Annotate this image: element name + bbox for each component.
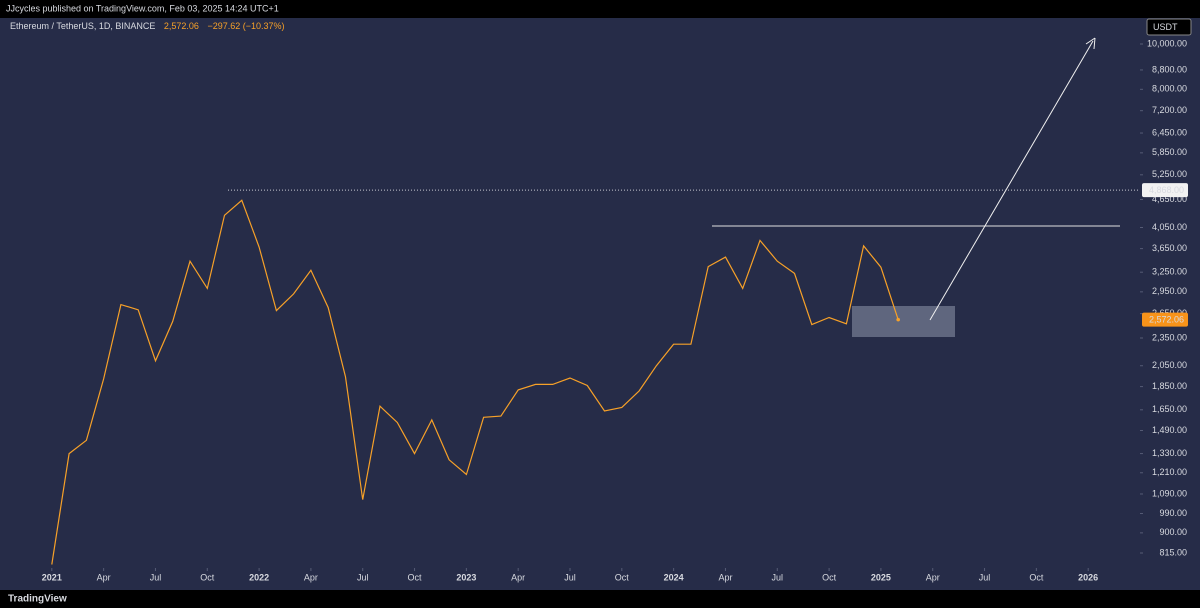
y-tick-label: 7,200.00 [1152,105,1187,115]
y-tick-label: 5,250.00 [1152,169,1187,179]
x-tick-label: Apr [97,572,111,582]
legend-symbol: Ethereum / TetherUS, 1D, BINANCE [10,21,155,31]
y-tick-label: 1,850.00 [1152,381,1187,391]
x-tick-label: Jul [357,572,369,582]
x-tick-label: Oct [200,572,215,582]
currency-box[interactable] [1146,18,1192,36]
y-tick-label: 2,350.00 [1152,332,1187,342]
arrow-head [1085,37,1096,50]
x-tick-label: 2022 [249,572,269,582]
y-tick-label: 900.00 [1159,527,1187,537]
y-tick-label: 3,650.00 [1152,243,1187,253]
y-tick-label: 5,850.00 [1152,147,1187,157]
legend-price: 2,572.06 [164,21,199,31]
x-tick-label: Oct [615,572,630,582]
x-tick-label: Jul [772,572,784,582]
projection-arrow [929,40,1094,321]
y-tick-label: 1,330.00 [1152,448,1187,458]
y-tick-label: 2,050.00 [1152,360,1187,370]
x-tick-label: Jul [150,572,162,582]
y-tick-label: 815.00 [1159,547,1187,557]
ath-label: 4,868.00 [1149,185,1184,195]
y-tick-label: 1,090.00 [1152,488,1187,498]
x-tick-label: 2024 [664,572,684,582]
x-tick-label: Oct [822,572,837,582]
legend: Ethereum / TetherUS, 1D, BINANCE 2,572.0… [10,21,285,31]
y-tick-label: 8,800.00 [1152,64,1187,74]
x-tick-label: 2023 [456,572,476,582]
y-tick-label: 10,000.00 [1147,38,1187,48]
last-point [896,317,900,322]
price-tag [1142,312,1188,327]
y-tick-label: 1,490.00 [1152,425,1187,435]
y-tick-label: 3,250.00 [1152,267,1187,277]
y-tick-label: 4,050.00 [1152,222,1187,232]
x-tick-label: Apr [718,572,732,582]
price-tag-label: 2,572.06 [1149,315,1184,325]
y-tick-label: 4,650.00 [1152,194,1187,204]
x-tick-label: 2026 [1078,572,1098,582]
y-tick-label: 1,210.00 [1152,467,1187,477]
x-tick-label: Jul [564,572,576,582]
chart-panel [0,18,1200,590]
currency[interactable]: USDT [1153,22,1178,32]
x-tick-label: Apr [304,572,318,582]
x-tick-label: Oct [1029,572,1044,582]
x-tick-label: Jul [979,572,991,582]
x-tick-label: 2021 [42,572,62,582]
x-tick-label: 2025 [871,572,891,582]
y-tick-label: 1,650.00 [1152,404,1187,414]
price-line [51,199,899,565]
x-tick-label: Apr [926,572,940,582]
legend-change: −297.62 (−10.37%) [207,21,284,31]
footer [0,590,1200,608]
publisher: JJcycles published on TradingView.com, F… [6,3,279,13]
footer-logo: TradingView [8,594,67,605]
y-tick-label: 990.00 [1159,508,1187,518]
x-tick-label: Oct [408,572,423,582]
x-tick-label: Apr [511,572,525,582]
support-box [852,306,955,337]
ath-tag [1142,183,1188,198]
y-tick-label: 6,450.00 [1152,127,1187,137]
y-tick-label: 8,000.00 [1152,84,1187,94]
y-tick-label: 2,950.00 [1152,286,1187,296]
